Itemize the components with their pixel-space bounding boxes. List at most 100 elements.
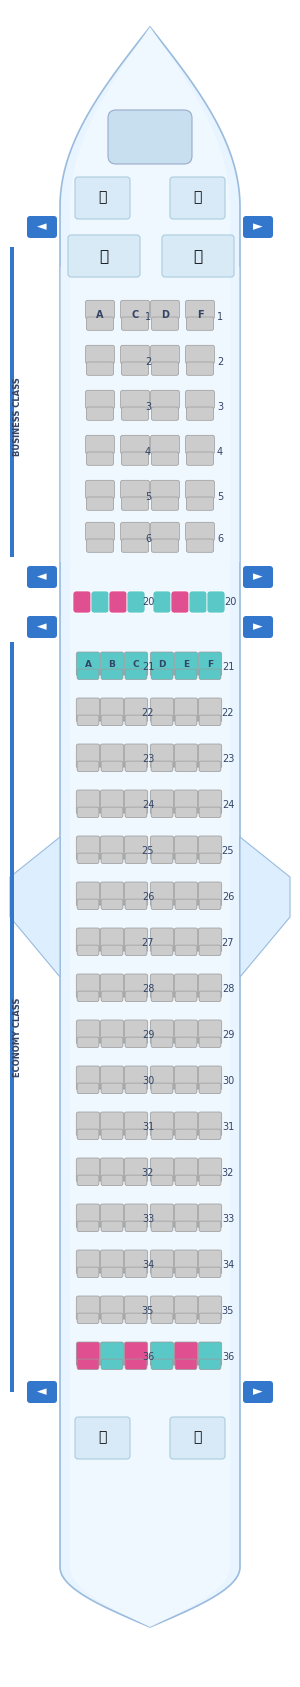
FancyBboxPatch shape	[198, 1205, 222, 1228]
FancyBboxPatch shape	[150, 1205, 174, 1228]
FancyBboxPatch shape	[151, 346, 179, 364]
FancyBboxPatch shape	[198, 1066, 222, 1090]
Text: 33: 33	[222, 1215, 234, 1225]
Text: 23: 23	[142, 754, 154, 764]
FancyBboxPatch shape	[175, 1129, 197, 1140]
FancyBboxPatch shape	[76, 882, 100, 906]
FancyBboxPatch shape	[174, 1112, 198, 1135]
FancyBboxPatch shape	[151, 1221, 173, 1232]
Text: BUSINESS CLASS: BUSINESS CLASS	[14, 378, 22, 457]
Text: 6: 6	[217, 535, 223, 543]
FancyBboxPatch shape	[121, 481, 149, 499]
Text: 25: 25	[142, 845, 154, 855]
FancyBboxPatch shape	[60, 267, 240, 562]
FancyBboxPatch shape	[76, 1250, 100, 1274]
FancyBboxPatch shape	[198, 1341, 222, 1366]
FancyBboxPatch shape	[174, 1250, 198, 1274]
FancyBboxPatch shape	[10, 246, 14, 557]
FancyBboxPatch shape	[174, 837, 198, 860]
FancyBboxPatch shape	[27, 616, 57, 638]
FancyBboxPatch shape	[152, 407, 178, 420]
FancyBboxPatch shape	[101, 1312, 123, 1324]
FancyBboxPatch shape	[122, 317, 148, 331]
Text: ◄: ◄	[37, 570, 47, 584]
Text: B: B	[109, 660, 116, 668]
Text: ►: ►	[253, 621, 263, 634]
FancyBboxPatch shape	[85, 346, 114, 364]
FancyBboxPatch shape	[198, 837, 222, 860]
FancyBboxPatch shape	[100, 1296, 124, 1319]
FancyBboxPatch shape	[75, 1417, 130, 1459]
Text: 🥤: 🥤	[193, 191, 201, 204]
FancyBboxPatch shape	[174, 1157, 198, 1183]
FancyBboxPatch shape	[122, 407, 148, 420]
FancyBboxPatch shape	[186, 481, 214, 499]
FancyBboxPatch shape	[101, 806, 123, 818]
FancyBboxPatch shape	[199, 715, 221, 725]
Text: 34: 34	[142, 1260, 154, 1270]
FancyBboxPatch shape	[86, 363, 114, 375]
FancyBboxPatch shape	[175, 899, 197, 909]
FancyBboxPatch shape	[68, 234, 140, 277]
FancyBboxPatch shape	[152, 452, 178, 466]
FancyBboxPatch shape	[199, 854, 221, 864]
FancyBboxPatch shape	[101, 1083, 123, 1093]
FancyBboxPatch shape	[151, 715, 173, 725]
Text: C: C	[133, 660, 139, 668]
FancyBboxPatch shape	[170, 1417, 225, 1459]
FancyBboxPatch shape	[186, 498, 214, 509]
FancyBboxPatch shape	[101, 899, 123, 909]
Text: 6: 6	[145, 535, 151, 543]
Text: 🥤: 🥤	[193, 1431, 201, 1444]
FancyBboxPatch shape	[122, 498, 148, 509]
Text: 30: 30	[222, 1076, 234, 1086]
FancyBboxPatch shape	[175, 990, 197, 1002]
FancyBboxPatch shape	[76, 744, 100, 768]
FancyBboxPatch shape	[125, 1129, 147, 1140]
FancyBboxPatch shape	[199, 761, 221, 771]
FancyBboxPatch shape	[150, 1250, 174, 1274]
Polygon shape	[70, 27, 230, 1626]
FancyBboxPatch shape	[85, 390, 114, 408]
FancyBboxPatch shape	[199, 806, 221, 818]
FancyBboxPatch shape	[150, 744, 174, 768]
Text: 2: 2	[217, 358, 223, 368]
FancyBboxPatch shape	[152, 540, 178, 552]
FancyBboxPatch shape	[77, 806, 99, 818]
FancyBboxPatch shape	[151, 390, 179, 408]
Text: 27: 27	[142, 938, 154, 948]
FancyBboxPatch shape	[86, 407, 114, 420]
FancyBboxPatch shape	[199, 899, 221, 909]
FancyBboxPatch shape	[77, 990, 99, 1002]
FancyBboxPatch shape	[125, 1038, 147, 1048]
FancyBboxPatch shape	[151, 435, 179, 454]
Text: 33: 33	[142, 1215, 154, 1225]
FancyBboxPatch shape	[101, 1221, 123, 1232]
Text: A: A	[85, 660, 92, 668]
Text: 1: 1	[145, 312, 151, 322]
FancyBboxPatch shape	[186, 540, 214, 552]
Text: 29: 29	[142, 1031, 154, 1039]
Text: 36: 36	[222, 1351, 234, 1361]
FancyBboxPatch shape	[100, 1341, 124, 1366]
FancyBboxPatch shape	[174, 790, 198, 815]
Polygon shape	[60, 27, 240, 1626]
FancyBboxPatch shape	[151, 899, 173, 909]
Text: 23: 23	[222, 754, 234, 764]
Text: ◄: ◄	[37, 1385, 47, 1399]
FancyBboxPatch shape	[198, 651, 222, 676]
FancyBboxPatch shape	[100, 882, 124, 906]
FancyBboxPatch shape	[125, 1360, 147, 1370]
FancyBboxPatch shape	[100, 1066, 124, 1090]
FancyBboxPatch shape	[150, 837, 174, 860]
FancyBboxPatch shape	[100, 1021, 124, 1044]
FancyBboxPatch shape	[101, 1176, 123, 1186]
FancyBboxPatch shape	[125, 1083, 147, 1093]
FancyBboxPatch shape	[199, 1267, 221, 1277]
FancyBboxPatch shape	[121, 435, 149, 454]
FancyBboxPatch shape	[101, 670, 123, 680]
Text: 26: 26	[142, 892, 154, 903]
FancyBboxPatch shape	[77, 1267, 99, 1277]
Text: 24: 24	[222, 800, 234, 810]
FancyBboxPatch shape	[207, 590, 225, 612]
